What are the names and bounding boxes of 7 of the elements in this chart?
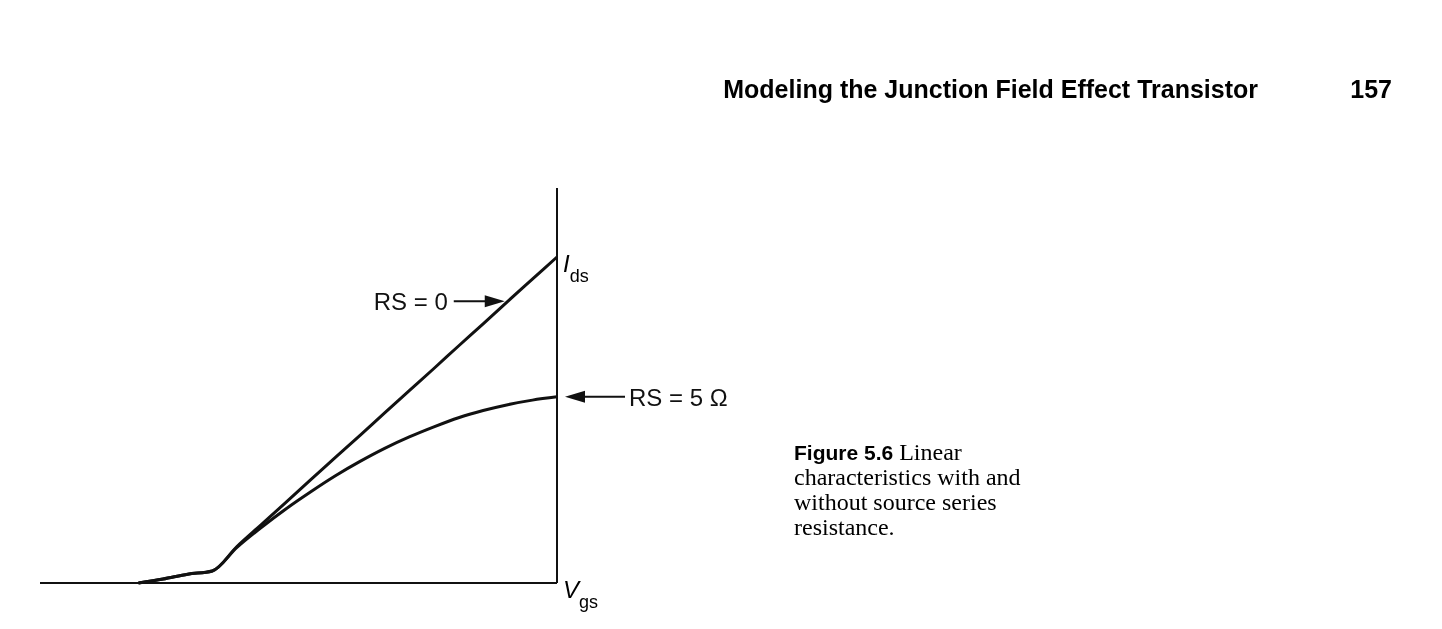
text: Modeling the Junction Field Effect Transistor bbox=[723, 75, 1259, 103]
x-axis-title: V$_{gs}$ bbox=[563, 576, 599, 612]
legend-label: RS = 5 Ω bbox=[629, 384, 728, 411]
series-label: RS = 0 bbox=[373, 288, 448, 316]
text: Figure 5.6 Linear characteristics with and without source series resistance. bbox=[794, 439, 1021, 540]
text: 157 bbox=[1350, 75, 1392, 103]
y-axis-title: I$_{ds}$ bbox=[563, 250, 589, 286]
